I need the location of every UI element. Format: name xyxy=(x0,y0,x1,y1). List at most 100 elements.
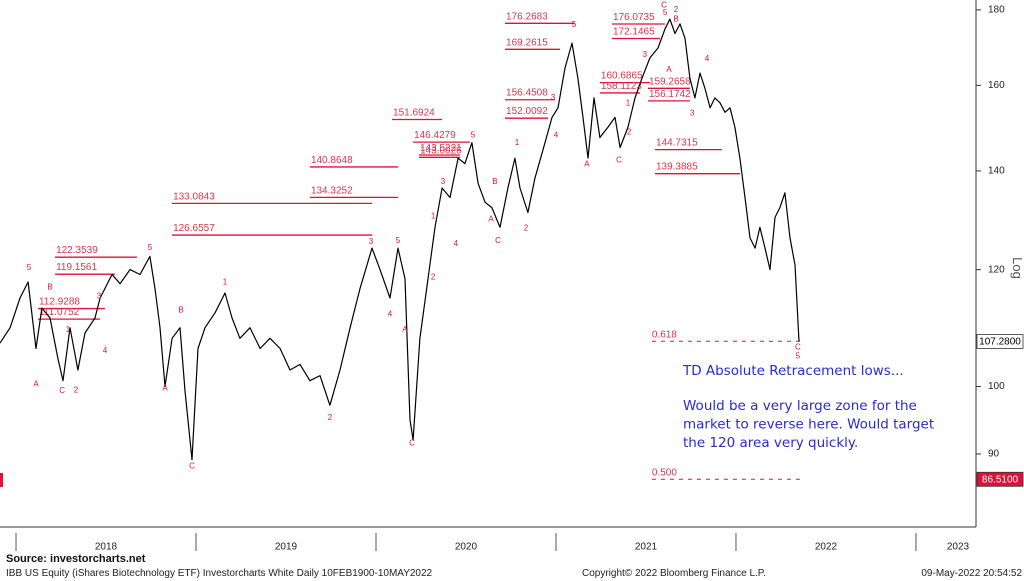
wave-label: A xyxy=(33,380,39,389)
price-box-label: 107.2800 xyxy=(979,337,1021,348)
wave-label: 3 xyxy=(643,50,648,59)
wave-label: A xyxy=(402,325,408,334)
wave-label: C xyxy=(189,461,195,470)
x-tick-label: 2020 xyxy=(455,542,478,553)
level-label: 119.1561 xyxy=(56,262,97,273)
level-label: 159.2658 xyxy=(649,76,691,87)
wave-label: 5 xyxy=(396,236,401,245)
y-tick-label: 100 xyxy=(988,381,1005,392)
level-label: 152.0092 xyxy=(506,106,548,117)
level-label: 112.9288 xyxy=(39,297,80,308)
wave-label: C xyxy=(495,236,501,245)
level-label: 151.6924 xyxy=(393,108,435,119)
level-label: 133.0843 xyxy=(173,191,215,202)
level-label: 176.0735 xyxy=(613,12,655,23)
wave-label: 1 xyxy=(431,212,436,221)
x-tick-label: 2021 xyxy=(635,542,658,553)
y-tick-label: 140 xyxy=(988,166,1005,177)
level-label: 134.3252 xyxy=(311,185,353,196)
level-label: 158.1123 xyxy=(601,81,642,92)
level-label: 144.7315 xyxy=(656,138,698,149)
wave-label: 3 xyxy=(441,177,446,186)
wave-label: 5 xyxy=(27,263,32,272)
note-title: TD Absolute Retracement lows... xyxy=(682,363,904,379)
wave-label: 5 xyxy=(148,243,153,252)
wave-label: 5 xyxy=(663,8,668,17)
wave-label: C xyxy=(616,156,622,165)
wave-label: 5 xyxy=(796,352,801,361)
wave-label: 1 xyxy=(626,99,631,108)
copyright: Copyright© 2022 Bloomberg Finance L.P. xyxy=(582,568,766,579)
retracement-label: 0.500 xyxy=(652,467,677,478)
y-axis-label: Log xyxy=(1010,257,1024,279)
level-label: 122.3539 xyxy=(56,245,98,256)
wave-label: C xyxy=(661,0,667,9)
level-label: 143.0026 xyxy=(420,145,462,156)
retracement-label: 0.618 xyxy=(652,329,677,340)
wave-label: 3 xyxy=(551,93,556,102)
wave-label: 4 xyxy=(103,346,108,355)
price-box xyxy=(976,334,1024,349)
wave-label: C xyxy=(59,386,65,395)
wave-label: 3 xyxy=(690,109,695,118)
wave-label: 2 xyxy=(627,127,632,136)
y-tick-label: 160 xyxy=(988,80,1005,91)
level-label: 172.1465 xyxy=(613,26,655,37)
wave-label: A xyxy=(162,383,168,392)
wave-label: A xyxy=(584,160,590,169)
x-tick-label: 2018 xyxy=(95,542,118,553)
wave-label: C xyxy=(409,438,415,447)
wave-label: B xyxy=(673,14,678,23)
level-label: 111.0752 xyxy=(39,307,80,318)
wave-label: B xyxy=(492,177,497,186)
wave-label: A xyxy=(666,65,672,74)
wave-label: 2 xyxy=(431,272,436,281)
wave-label: 2 xyxy=(674,5,679,14)
wave-label: 4 xyxy=(705,54,710,63)
wave-label: 1 xyxy=(66,325,71,334)
y-tick-label: 180 xyxy=(988,5,1005,16)
note-line: the 120 area very quickly. xyxy=(683,435,858,451)
note-line: market to reverse here. Would target xyxy=(683,417,934,433)
wave-label: C xyxy=(795,342,801,351)
timestamp: 09-May-2022 20:54:52 xyxy=(921,568,1022,579)
wave-label: 3 xyxy=(369,237,374,246)
wave-label: 4 xyxy=(388,310,393,319)
wave-label: 5 xyxy=(471,130,476,139)
wave-label: 1 xyxy=(515,138,520,147)
level-label: 169.2615 xyxy=(506,37,548,48)
source: Source: investorcharts.net xyxy=(6,553,146,565)
level-label: 140.8648 xyxy=(311,155,353,166)
wave-label: 1 xyxy=(223,278,228,287)
level-label: 156.4508 xyxy=(506,88,548,99)
price-line xyxy=(0,18,800,461)
level-label: 160.6865 xyxy=(601,71,643,82)
price-box xyxy=(976,471,1024,487)
wave-label: 4 xyxy=(554,130,559,139)
x-tick-label: 2019 xyxy=(275,542,298,553)
wave-label: B xyxy=(178,306,183,315)
level-label: 156.1742 xyxy=(649,89,691,100)
x-tick-label: 2023 xyxy=(947,542,970,553)
level-label: 126.6557 xyxy=(173,223,215,234)
wave-label: 4 xyxy=(454,239,459,248)
wave-label: 3 xyxy=(97,291,102,300)
edge-marker xyxy=(0,473,3,487)
description: IBB US Equity (iShares Biotechnology ETF… xyxy=(6,568,433,579)
wave-label: A xyxy=(488,214,494,223)
level-label: 146.4279 xyxy=(414,130,456,141)
wave-label: 2 xyxy=(74,385,79,394)
level-label: 176.2683 xyxy=(506,11,548,22)
wave-label: 5 xyxy=(572,20,577,29)
wave-label: 2 xyxy=(524,223,529,232)
y-tick-label: 90 xyxy=(988,449,1000,460)
level-label: 139.3885 xyxy=(656,162,698,173)
note-line: Would be a very large zone for the xyxy=(683,398,917,414)
level-label: 143.5221 xyxy=(420,143,462,154)
x-tick-label: 2022 xyxy=(815,542,838,553)
y-tick-label: 120 xyxy=(988,264,1005,275)
wave-label: B xyxy=(47,283,52,292)
wave-label: 2 xyxy=(328,413,333,422)
